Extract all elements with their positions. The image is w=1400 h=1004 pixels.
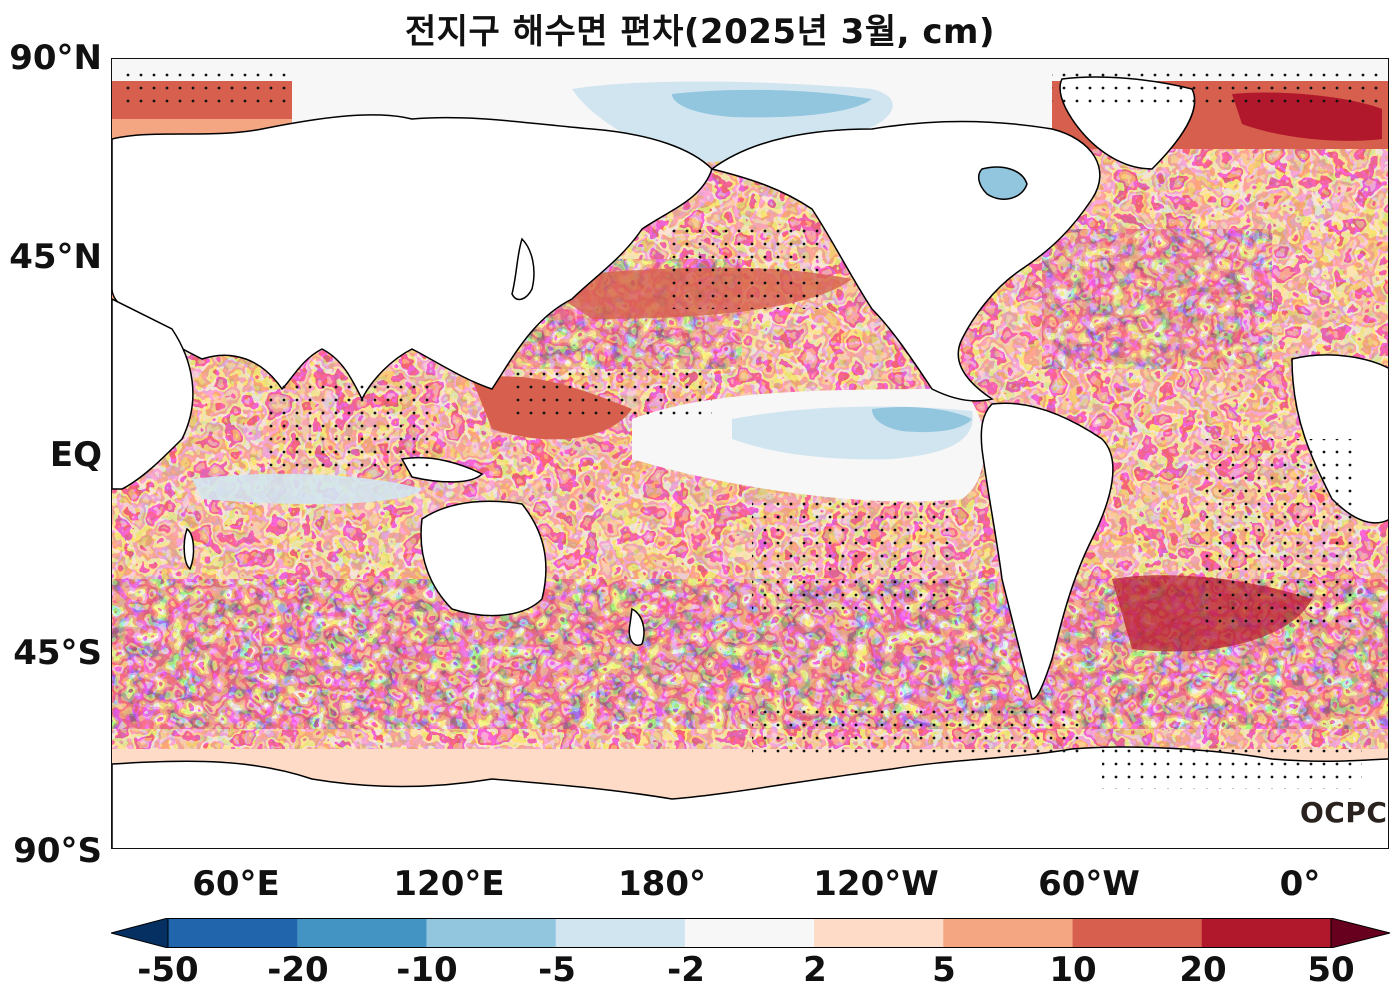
colorbar-label-neg50: -50 (137, 950, 199, 990)
colorbar-label-neg20: -20 (267, 950, 329, 990)
sea-level-anomaly-map (112, 59, 1388, 848)
stipple-southern-ocean (752, 709, 1082, 759)
map-panel (111, 58, 1389, 849)
colorbar-segment (555, 918, 686, 948)
colorbar-segment (814, 918, 944, 948)
colorbar-label-neg2: -2 (667, 950, 705, 990)
y-label-90n: 90°N (9, 38, 102, 78)
y-label-90s: 90°S (13, 831, 102, 871)
stipple-indian-ocean (262, 379, 432, 469)
map-title: 전지구 해수면 편차(2025년 3월, cm) (404, 12, 995, 52)
x-label-120w: 120°W (813, 864, 939, 904)
ocpc-logo: OCPC (1300, 796, 1388, 829)
stippling (117, 67, 1382, 789)
africa-west-landmass (1291, 354, 1388, 524)
y-label-45n: 45°N (9, 237, 102, 277)
stipple-south-pacific (752, 499, 952, 619)
x-label-120e: 120°E (393, 864, 505, 904)
colorbar-label-2: 2 (803, 950, 827, 990)
colorbar-segment (684, 918, 815, 948)
colorbar-label-5: 5 (932, 950, 956, 990)
australia-landmass (420, 500, 547, 617)
colorbar-segment (426, 918, 557, 948)
indian-ocean-negative-band (192, 473, 422, 505)
stipple-south-atlantic (1202, 439, 1352, 629)
continents (112, 76, 1388, 848)
japan-landmass (511, 237, 535, 301)
colorbar-segment (168, 918, 298, 948)
colorbar-segment (297, 918, 427, 948)
eurasia-landmass (112, 114, 713, 401)
colorbar-segment (1072, 918, 1203, 948)
y-label-45s: 45°S (13, 633, 102, 673)
x-label-60e: 60°E (192, 864, 280, 904)
south-america-landmass (980, 402, 1114, 700)
colorbar-extend-high (1330, 918, 1391, 948)
new-zealand-landmass (628, 607, 645, 646)
colorbar-label-10: 10 (1049, 950, 1097, 990)
madagascar-landmass (183, 527, 195, 571)
x-label-0: 0° (1279, 864, 1321, 904)
stipple-arctic-east (117, 67, 292, 112)
stipple-north-pacific (672, 229, 822, 309)
east-pacific-negative-core (872, 407, 972, 433)
colorbar (111, 918, 1391, 948)
colorbar-label-neg5: -5 (538, 950, 576, 990)
colorbar-segment (943, 918, 1074, 948)
stipple-antarctic-atlantic (1102, 749, 1362, 789)
colorbar-segment (1201, 918, 1332, 948)
colorbar-extend-low (111, 918, 169, 948)
arctic-negative-core (672, 89, 872, 118)
africa-landmass (112, 298, 194, 490)
stipple-central-pacific (512, 369, 712, 419)
colorbar-label-20: 20 (1179, 950, 1227, 990)
gulf-stream-eddies (1042, 229, 1272, 369)
x-label-60w: 60°W (1038, 864, 1140, 904)
stipple-arctic-west (1052, 67, 1382, 107)
colorbar-label-neg10: -10 (396, 950, 458, 990)
colorbar-border (167, 918, 1332, 948)
y-label-eq: EQ (49, 435, 102, 475)
colorbar-label-50: 50 (1307, 950, 1355, 990)
x-label-180: 180° (618, 864, 706, 904)
hudson-bay-water (977, 166, 1028, 200)
